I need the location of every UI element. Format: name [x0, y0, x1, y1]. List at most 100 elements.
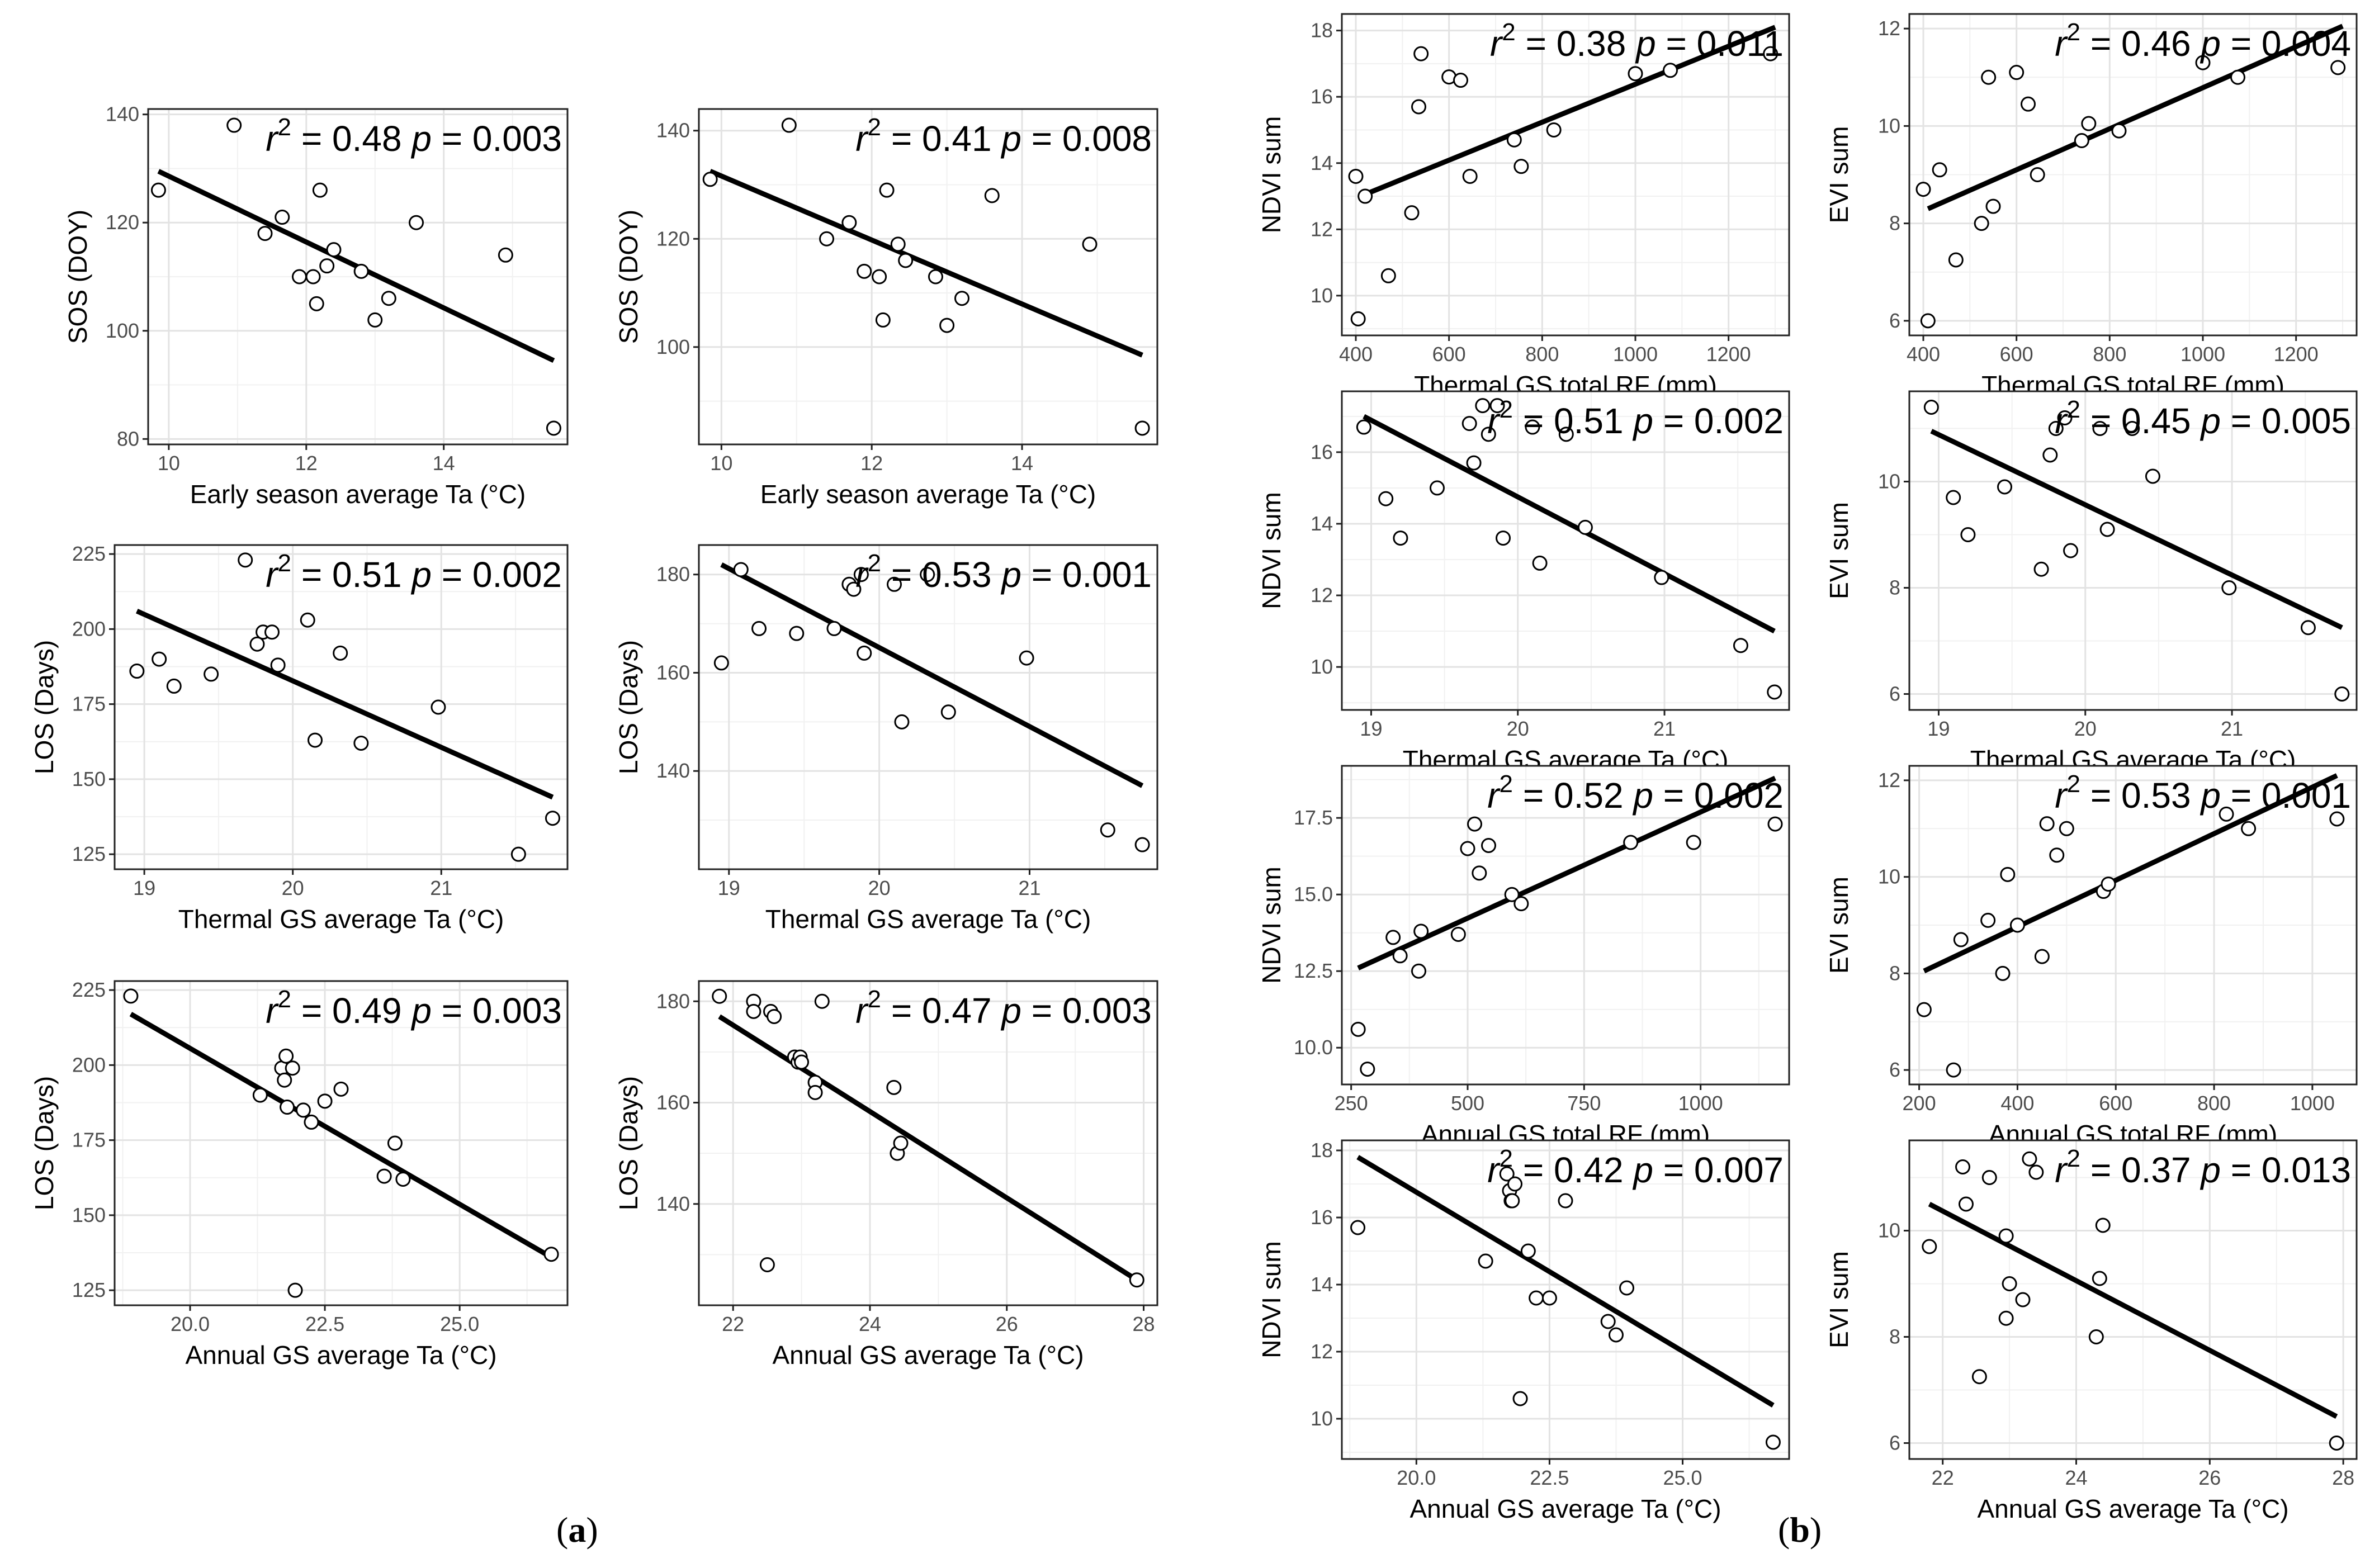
data-point [939, 318, 955, 333]
data-point [746, 1003, 761, 1019]
data-point [1767, 684, 1782, 700]
x-tick-label: 19 [1927, 717, 1950, 740]
x-tick-label: 1200 [1706, 343, 1751, 366]
y-axis-title: EVI sum [1824, 502, 1853, 599]
y-tick-label: 12.5 [1294, 959, 1333, 982]
data-point [2125, 421, 2140, 436]
chart-panel-a4: 19 20 21 140 160 180 r2 = 0.53 p = 0.001 Therma… [614, 544, 1158, 934]
y-axis-title: NDVI sum [1257, 866, 1286, 984]
p-symbol: p [402, 119, 432, 159]
x-tick-label: 400 [2000, 1092, 2034, 1115]
x-tick-label: 200 [1903, 1092, 1936, 1115]
data-point [129, 664, 145, 679]
x-tick-label: 20 [282, 877, 304, 899]
data-point [2063, 543, 2079, 558]
data-point [2111, 123, 2127, 139]
chart-panel-b1: 400 600 800 1000 1200 10 12 14 16 18 r2 = 0.38 p =… [1257, 13, 1790, 400]
data-point [781, 117, 797, 133]
panel-border [1341, 1139, 1790, 1460]
chart-panel-b7: 20.0 22.5 25.0 10 12 14 16 18 r2 = 0.42 p = 0.00… [1257, 1139, 1790, 1523]
data-point [2034, 949, 2050, 964]
x-tick-label: 12 [860, 452, 883, 475]
data-point [300, 612, 315, 628]
data-point [1513, 896, 1529, 912]
p-value: = 0.001 [1021, 555, 1152, 595]
x-tick-label: 400 [1339, 343, 1373, 366]
x-tick-label: 24 [2065, 1466, 2087, 1489]
y-tick-label: 8 [1889, 212, 1900, 235]
y-tick-label: 12 [1878, 769, 1900, 792]
stats-annotation: r2 = 0.52 p = 0.002 [1487, 770, 1784, 816]
data-point [875, 312, 891, 328]
data-point [1481, 838, 1496, 853]
r-symbol: r [1487, 1150, 1501, 1190]
data-point [1460, 841, 1475, 856]
x-tick-label: 500 [1451, 1092, 1484, 1115]
data-point [2300, 620, 2316, 636]
data-point [326, 242, 342, 258]
data-point [2092, 421, 2108, 436]
panel-border [113, 980, 569, 1306]
y-axis-title: LOS (Days) [614, 640, 643, 774]
regression-line [720, 562, 1144, 788]
panel-label-b: (b) [1778, 1510, 1822, 1550]
r2-value: = 0.51 [291, 555, 402, 595]
x-tick-label: 10 [158, 452, 180, 475]
data-point [2022, 1151, 2037, 1167]
data-point [1529, 1290, 1544, 1306]
data-point [2028, 1164, 2044, 1180]
x-tick-label: 28 [1132, 1313, 1155, 1335]
y-tick-label: 100 [656, 335, 690, 358]
data-point [238, 552, 253, 568]
panel-border [1341, 390, 1790, 711]
data-point [309, 296, 324, 311]
data-point [285, 1060, 300, 1076]
panel-border [1908, 1139, 2358, 1460]
data-point [1958, 1196, 1974, 1212]
data-point [152, 651, 167, 667]
r-symbol: r [1490, 23, 1503, 64]
data-point [1980, 912, 1996, 928]
x-axis-title: Early season average Ta (°C) [190, 480, 526, 509]
x-tick-label: 600 [2099, 1092, 2132, 1115]
chart-panel-a6: 22 24 26 28 140 160 180 r2 = 0.47 p = 0.003 Annu… [614, 980, 1158, 1370]
data-point [2329, 811, 2345, 827]
data-point [1916, 1002, 1932, 1017]
data-point [498, 247, 513, 263]
data-point [1505, 1193, 1520, 1209]
data-point [1466, 455, 1482, 471]
stats-annotation: r2 = 0.53 p = 0.001 [2055, 770, 2351, 816]
r-symbol: r [1487, 401, 1501, 441]
data-point [2221, 580, 2237, 595]
data-point [1475, 398, 1491, 414]
p-symbol: p [1624, 401, 1653, 441]
data-point [879, 182, 895, 198]
stats-annotation: r2 = 0.38 p = 0.011 [1490, 18, 1784, 64]
x-tick-label: 20 [868, 877, 891, 899]
y-tick-label: 160 [656, 661, 690, 684]
data-point [1507, 1176, 1523, 1192]
data-point [257, 226, 273, 241]
chart-panel-a5: 20.0 22.5 25.0 125 150 175 200 225 r2 = 0.49 p =… [30, 978, 569, 1370]
data-point [759, 1257, 775, 1272]
data-point [367, 312, 383, 328]
x-tick-label: 24 [859, 1313, 881, 1335]
data-point [1765, 1434, 1781, 1450]
data-point [287, 1282, 303, 1298]
data-point [376, 1168, 392, 1184]
data-point [1413, 923, 1429, 939]
data-point [928, 269, 943, 285]
data-point [2049, 847, 2065, 863]
data-point [1619, 1280, 1635, 1296]
p-value: = 0.008 [1021, 119, 1152, 159]
panel-border [1341, 13, 1790, 337]
x-tick-label: 10 [710, 452, 732, 475]
y-tick-label: 125 [72, 1278, 106, 1301]
r2-value: = 0.52 [1513, 775, 1624, 816]
r-symbol: r [266, 119, 279, 159]
data-point [319, 258, 335, 274]
data-point [1767, 816, 1783, 832]
y-tick-label: 125 [72, 842, 106, 865]
data-point [353, 263, 369, 279]
stats-annotation: r2 = 0.41 p = 0.008 [855, 113, 1152, 159]
